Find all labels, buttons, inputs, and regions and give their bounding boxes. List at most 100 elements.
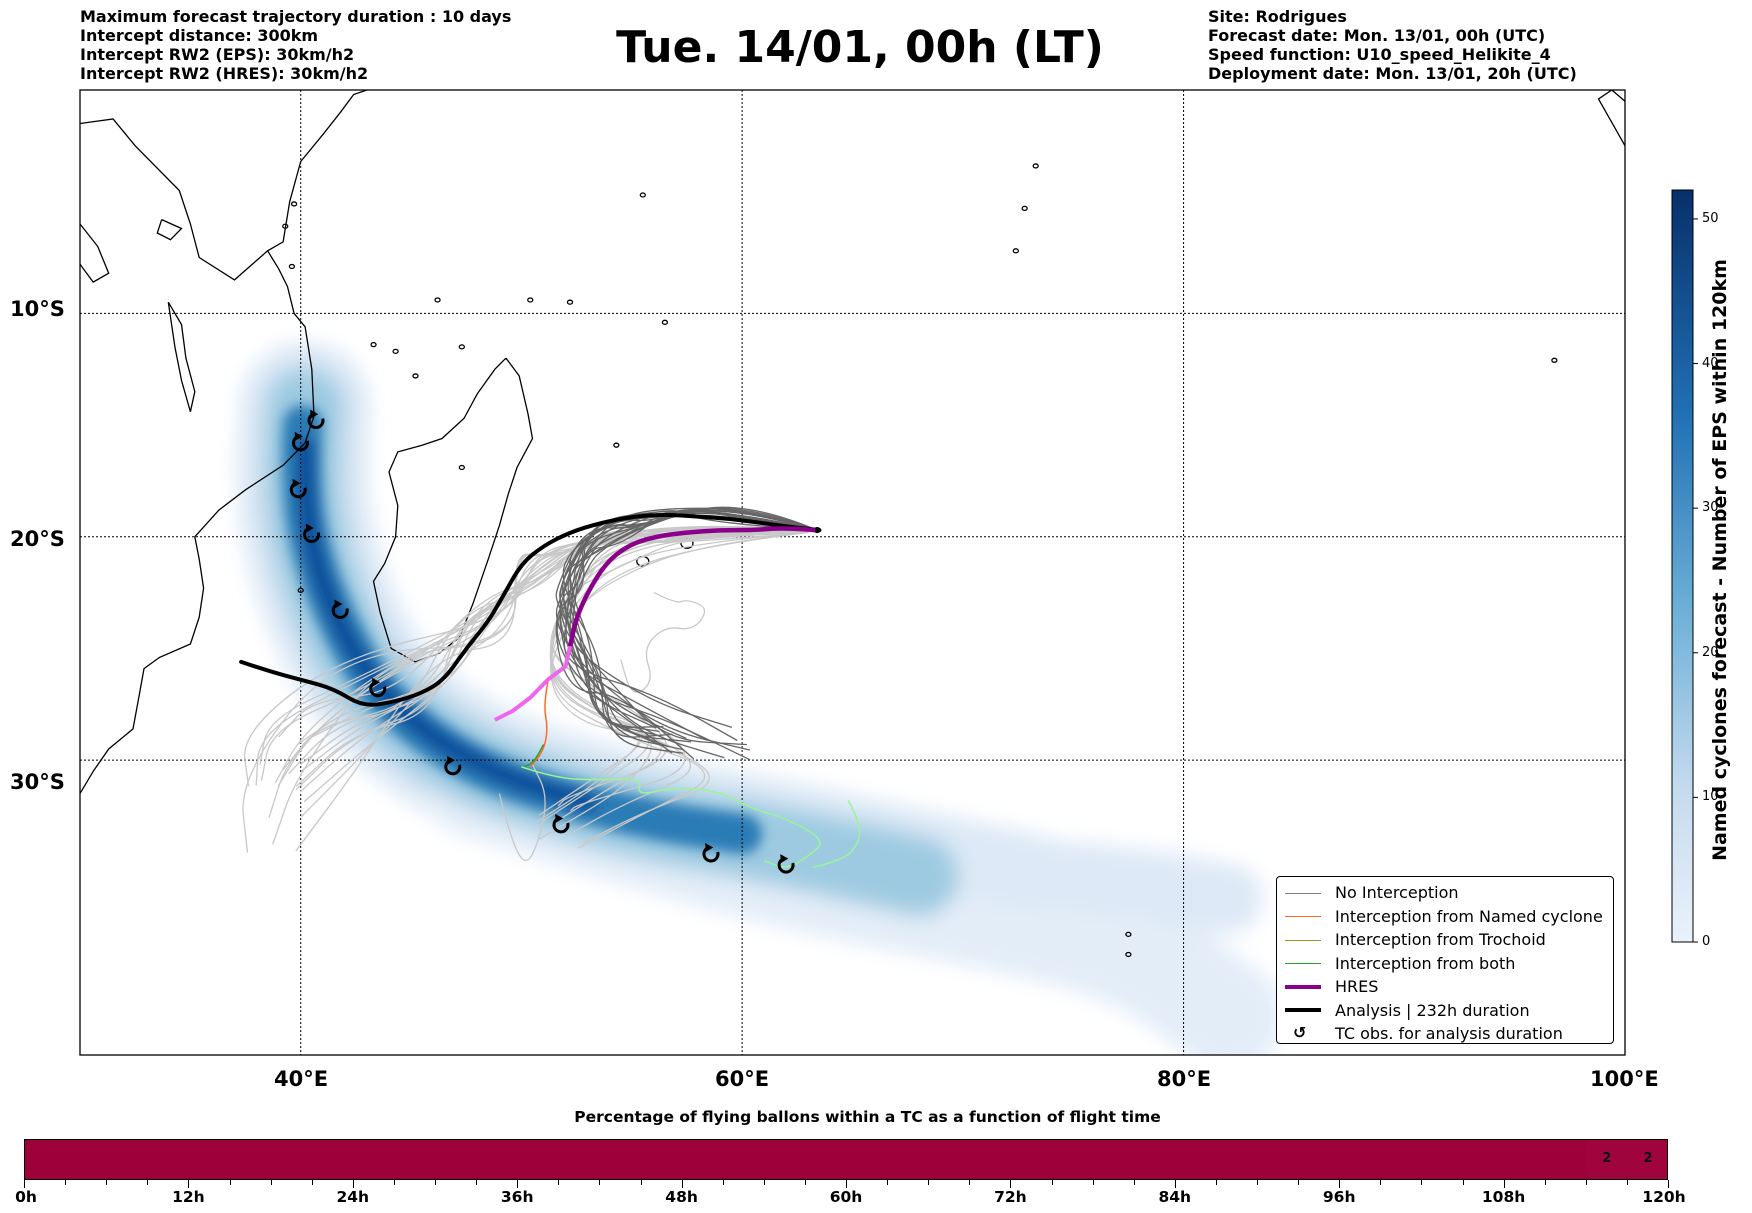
cyclone-symbol-arrow	[334, 599, 343, 609]
legend-label: Interception from Trochoid	[1335, 930, 1546, 950]
cyclone-symbol-arrow	[310, 409, 319, 419]
flight-bar-tick-label: 60h	[829, 1188, 863, 1206]
cyclone-symbol-icon	[369, 677, 387, 698]
flight-bar-tick-label: 36h	[500, 1188, 534, 1206]
analysis-track	[239, 512, 822, 707]
island	[370, 342, 377, 348]
info-line: Maximum forecast trajectory duration : 1…	[80, 7, 512, 26]
flight-bar-tick-mark	[106, 1180, 108, 1185]
analysis-track-line	[239, 512, 822, 707]
coastline-east-africa-south	[80, 250, 315, 794]
info-line: Intercept RW2 (HRES): 30km/h2	[80, 64, 369, 83]
legend: No Interception Interception from Named …	[1276, 876, 1614, 1044]
info-line: Intercept distance: 300km	[80, 26, 319, 45]
flight-bar-tick-mark	[1010, 1180, 1012, 1188]
flight-bar-tail	[1586, 1140, 1667, 1179]
ensemble-track-no-interception	[559, 511, 818, 754]
ensemble-track	[295, 526, 816, 852]
island	[412, 373, 419, 379]
flight-bar-tick-label: 0h	[15, 1188, 37, 1206]
interception-tracks	[521, 681, 861, 869]
lon-label: 100°E	[1590, 1067, 1659, 1091]
legend-label: HRES	[1335, 977, 1379, 997]
flight-bar-tick-mark	[1257, 1180, 1258, 1185]
legend-item: Interception from Trochoid	[1283, 928, 1613, 952]
info-line: Speed function: U10_speed_Helikite_4	[1208, 45, 1551, 64]
ensemble-track	[308, 529, 816, 740]
cyclone-symbol-icon	[777, 854, 795, 874]
island	[1021, 205, 1028, 212]
flight-bar-tick-label: 120h	[1642, 1188, 1686, 1206]
flight-bar-tick-label: 108h	[1481, 1188, 1526, 1206]
colorbar-label: Named cyclones forecast - Number of EPS …	[1709, 259, 1731, 861]
info-line: Intercept RW2 (EPS): 30km/h2	[80, 45, 355, 64]
island	[566, 299, 574, 305]
flight-bar-tick-mark	[1339, 1180, 1341, 1188]
cyclone-symbol-arrow	[294, 431, 303, 441]
legend-swatch	[1283, 909, 1323, 923]
forecast-parameters: Maximum forecast trajectory duration : 1…	[80, 7, 511, 83]
legend-label: No Interception	[1335, 883, 1459, 903]
lat-label: 10°S	[10, 297, 65, 321]
ensemble-track	[620, 592, 706, 693]
hres-track-line	[567, 526, 816, 647]
colorbar	[1671, 189, 1694, 943]
island	[434, 297, 441, 303]
flight-bar-tick-mark	[1298, 1180, 1300, 1185]
legend-swatch	[1283, 1003, 1323, 1017]
legend-swatch: ↺	[1283, 1023, 1323, 1042]
flight-bar-tick-mark	[1380, 1180, 1382, 1185]
cyclone-symbol-icon	[444, 755, 462, 776]
flight-bar-tick-mark	[928, 1180, 930, 1185]
flight-bar-tick-mark	[1421, 1180, 1423, 1185]
cyclone-symbol-icon	[292, 431, 309, 452]
legend-item: Analysis | 232h duration	[1283, 999, 1613, 1023]
flight-bar-tick-mark	[804, 1180, 806, 1185]
flight-bar-tick-label: 96h	[1322, 1188, 1356, 1206]
cyclone-symbol-icon: ↺	[1293, 1022, 1307, 1042]
lon-label: 80°E	[1157, 1067, 1212, 1091]
legend-item: HRES	[1283, 975, 1613, 999]
island	[1012, 248, 1019, 254]
ensemble-track	[551, 531, 809, 834]
cyclone-symbol-arrow	[447, 755, 455, 765]
ensemble-track	[498, 764, 546, 862]
legend-swatch	[1283, 886, 1323, 900]
bar-value-label: 2	[1602, 1151, 1612, 1166]
lat-label: 20°S	[10, 527, 65, 551]
island	[458, 344, 465, 350]
legend-item: No Interception	[1283, 881, 1613, 905]
island	[613, 442, 620, 448]
flight-bar-tick-mark	[517, 1180, 519, 1188]
legend-label: Analysis | 232h duration	[1335, 1000, 1530, 1020]
ensemble-track	[255, 529, 816, 786]
island	[392, 348, 399, 355]
island	[527, 297, 534, 303]
flight-bar-tick-mark	[1626, 1180, 1628, 1185]
legend-item: ↺ TC obs. for analysis duration	[1283, 1022, 1613, 1046]
legend-item: Interception from both	[1283, 952, 1613, 976]
cyclone-symbol-arrow	[292, 478, 301, 488]
flight-bar-tick-mark	[270, 1180, 272, 1185]
lat-label: 30°S	[10, 770, 65, 794]
island	[290, 201, 298, 207]
island	[661, 319, 669, 325]
flight-bar-tick-mark	[1668, 1180, 1669, 1188]
flight-bar-tick-label: 24h	[336, 1188, 370, 1206]
flight-bar-tick-mark	[188, 1180, 190, 1188]
flight-bar-tick-label: 12h	[172, 1188, 205, 1206]
colorbar-tick-label: 30	[1702, 500, 1719, 516]
legend-label: Interception from Named cyclone	[1335, 906, 1603, 926]
coastline-lake-tanganyika	[80, 223, 110, 283]
interception-named-cyclone	[529, 681, 549, 768]
interception-light-green	[521, 766, 821, 868]
island	[297, 587, 304, 594]
cyclone-symbol-icon	[552, 813, 570, 834]
flight-bar-tick-mark	[1503, 1180, 1505, 1188]
flight-bar-tick-mark	[1174, 1180, 1176, 1188]
flight-bar-tick-label: 84h	[1158, 1188, 1192, 1206]
coastline-lake-malawi	[167, 301, 196, 412]
island	[639, 192, 646, 198]
island	[282, 223, 289, 229]
page-title: Tue. 14/01, 00h (LT)	[616, 22, 1104, 73]
